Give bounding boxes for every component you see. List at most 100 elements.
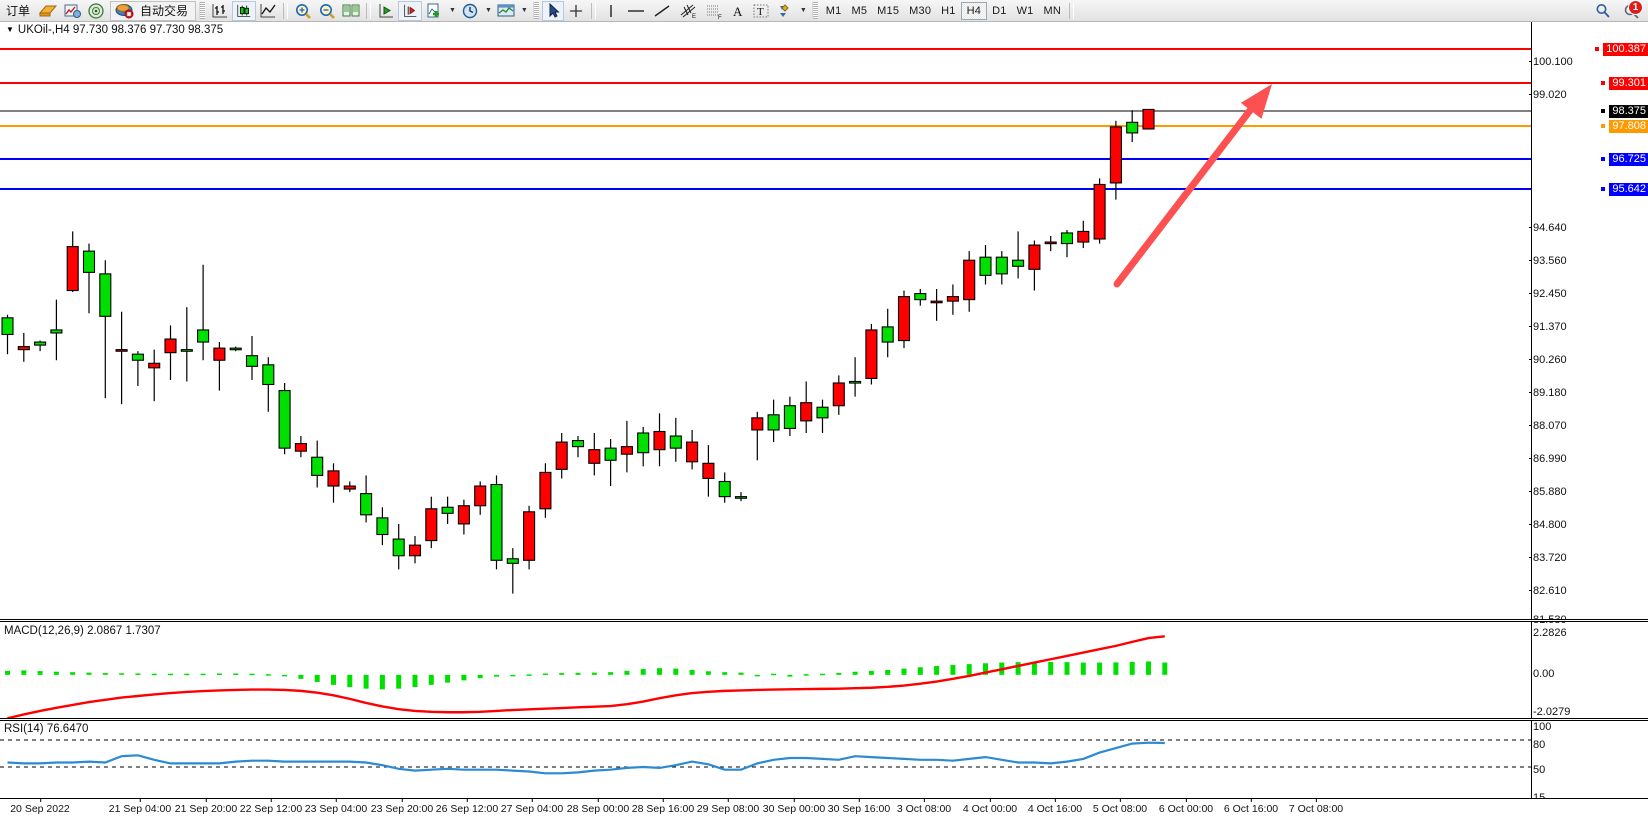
autotrade-button[interactable]: 自动交易 <box>110 0 197 21</box>
candlestick <box>197 264 210 361</box>
candlestick <box>963 251 976 312</box>
price-tag-resistance-1[interactable]: 99.301 <box>1600 77 1648 90</box>
horizontal-line-icon[interactable] <box>623 1 649 21</box>
candlestick <box>294 436 307 458</box>
fibonacci-icon[interactable]: F <box>701 1 727 21</box>
macd-histogram-bar <box>233 673 239 675</box>
macd-histogram-bar <box>363 674 369 689</box>
macd-histogram-bar <box>445 674 451 683</box>
rsi-line <box>7 741 1165 775</box>
macd-histogram-bar <box>983 663 988 675</box>
crosshair-icon[interactable] <box>564 1 588 21</box>
macd-histogram-bar <box>722 672 728 675</box>
toolbar-grip-1[interactable] <box>199 2 206 19</box>
macd-histogram-bar <box>771 673 777 676</box>
candlestick <box>17 332 30 362</box>
search-icon[interactable] <box>1592 1 1614 21</box>
time-tick: 22 Sep 12:00 <box>240 798 302 815</box>
notification-count: 1 <box>1628 0 1643 15</box>
candlestick <box>1028 240 1041 291</box>
candlestick <box>881 308 894 358</box>
new-chart-icon[interactable] <box>422 1 446 21</box>
indicators-dropdown[interactable]: ▼ <box>520 7 528 14</box>
chart-menu-caret-icon[interactable]: ▼ <box>6 25 14 34</box>
timeframe-m1[interactable]: M1 <box>825 4 842 17</box>
indicators-icon[interactable] <box>494 1 518 21</box>
up-trend-arrow[interactable] <box>1113 84 1272 288</box>
objects-icon[interactable] <box>773 1 797 21</box>
cursor-icon[interactable] <box>541 0 564 21</box>
autotrade-label: 自动交易 <box>140 4 189 18</box>
price-tag-resistance-2[interactable]: 100.387 <box>1594 43 1648 56</box>
timeframe-m30[interactable]: M30 <box>909 4 932 17</box>
price-tag-pivot[interactable]: 97.808 <box>1600 120 1648 133</box>
new-chart-dropdown[interactable]: ▼ <box>449 7 456 14</box>
candlestick <box>539 463 552 518</box>
text-box-icon[interactable]: T <box>749 1 773 21</box>
timeframe-w1[interactable]: W1 <box>1016 4 1034 17</box>
price-tick: 90.260 <box>1529 355 1567 366</box>
price-tag-support-2[interactable]: 95.642 <box>1600 183 1648 196</box>
timeframe-d1[interactable]: D1 <box>992 4 1007 17</box>
toolbar-separator-4 <box>1068 2 1074 19</box>
macd-histogram-bar <box>917 667 923 675</box>
vertical-line-icon[interactable] <box>599 1 623 21</box>
macd-histogram-bar <box>608 672 614 675</box>
price-tag-support-1[interactable]: 96.725 <box>1600 153 1648 166</box>
candlestick <box>474 481 487 515</box>
macd-histogram-bar <box>282 674 288 677</box>
time-axis[interactable]: 20 Sep 2022 21 Sep 04:00 21 Sep 20:00 22 Se… <box>0 798 1648 821</box>
line-chart-icon[interactable] <box>256 1 280 21</box>
order-label[interactable]: 订单 <box>6 4 31 18</box>
shift-end-icon[interactable] <box>398 0 423 21</box>
price-tag-last-price[interactable]: 98.375 <box>1600 105 1648 118</box>
candlestick <box>99 260 112 399</box>
macd-histogram-bar <box>494 674 499 677</box>
toolbar-grip-3[interactable] <box>811 2 818 19</box>
chart-plot-area[interactable]: ▼ UKOil-,H4 97.730 98.376 97.730 98.375 … <box>0 22 1531 798</box>
macd-histogram-bar <box>673 668 679 675</box>
candlestick <box>66 231 79 293</box>
timeframe-h4[interactable]: H4 <box>960 1 988 20</box>
period-clock-icon[interactable] <box>458 1 482 21</box>
indicator-scale-tick: 0.00 <box>1533 668 1555 680</box>
price-tick: 91.370 <box>1529 322 1567 333</box>
notifications-button[interactable]: 1 <box>1622 0 1643 21</box>
macd-histogram-bar <box>852 671 858 675</box>
candlestick <box>816 399 829 433</box>
timeframe-mn[interactable]: MN <box>1043 4 1061 17</box>
price-tick: 85.880 <box>1529 487 1567 498</box>
candlestick <box>767 399 780 443</box>
macd-histogram-bar <box>754 674 760 677</box>
period-dropdown[interactable]: ▼ <box>484 7 492 14</box>
candlestick-chart-icon[interactable] <box>232 0 257 21</box>
timeframe-m15[interactable]: M15 <box>877 4 900 17</box>
macd-histogram-bar <box>1064 662 1070 675</box>
zoom-in-icon[interactable] <box>291 1 315 21</box>
candlestick <box>1109 120 1122 200</box>
shift-start-icon[interactable] <box>374 1 398 21</box>
autotrade-icon <box>115 4 134 19</box>
text-label-icon[interactable]: A <box>727 1 749 21</box>
chart-window[interactable]: 100.100 99.020 94.640 93.560 92.450 91.370 90.… <box>0 22 1648 821</box>
candlestick <box>327 463 340 503</box>
candlestick <box>82 243 96 314</box>
timeframe-m5[interactable]: M5 <box>851 4 868 17</box>
macd-histogram-bar <box>1080 662 1086 675</box>
bar-chart-icon[interactable] <box>208 1 232 21</box>
time-tick: 29 Sep 08:00 <box>697 798 759 815</box>
tile-windows-icon[interactable] <box>339 1 363 21</box>
time-tick: 3 Oct 08:00 <box>897 798 951 815</box>
timeframe-h1[interactable]: H1 <box>941 4 956 17</box>
time-tick: 20 Sep 2022 <box>10 798 70 815</box>
candlestick <box>1093 178 1106 244</box>
signals-icon[interactable] <box>84 1 108 21</box>
toolbar-grip-2[interactable] <box>532 2 539 19</box>
price-axis[interactable]: 100.100 99.020 94.640 93.560 92.450 91.370 90.… <box>1529 22 1648 812</box>
zoom-out-icon[interactable] <box>315 1 339 21</box>
new-order-icon[interactable] <box>36 1 60 21</box>
trendline-icon[interactable] <box>649 1 675 21</box>
equidistant-channel-icon[interactable]: E <box>675 1 701 21</box>
objects-dropdown[interactable]: ▼ <box>799 7 807 14</box>
charts-icon[interactable] <box>60 1 84 21</box>
